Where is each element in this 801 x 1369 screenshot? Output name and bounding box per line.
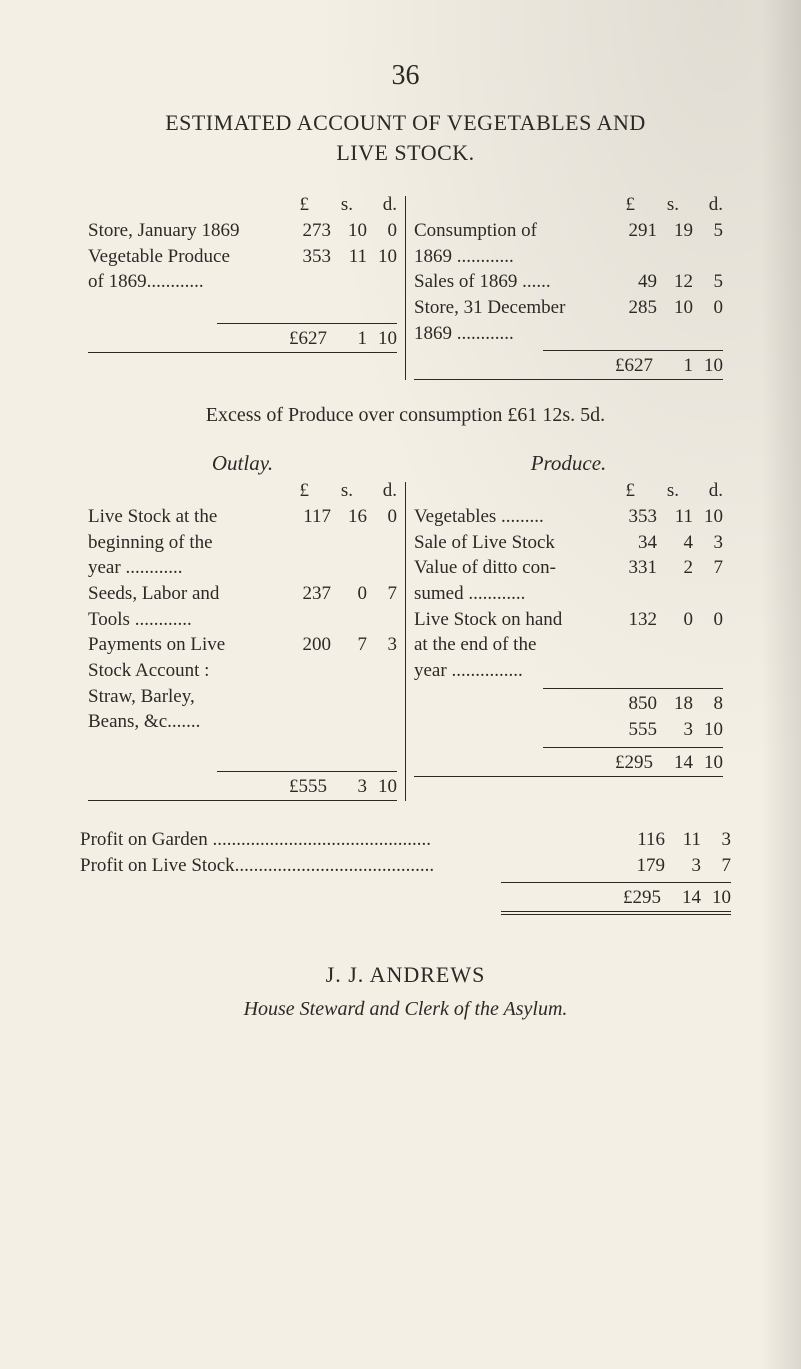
ledger2-headings: Outlay. Produce. <box>80 451 731 476</box>
ledger2-left-total: £555 3 10 <box>88 774 397 801</box>
ledger-outlay-produce: £ s. d. Live Stock at the beginning of t… <box>80 480 731 801</box>
heading-line-1: ESTIMATED ACCOUNT OF VEGETABLES AND <box>80 110 731 136</box>
ledger-estimated-account: £ s. d. Store, January 1869 273 10 0 Veg… <box>80 194 731 380</box>
money-header: £ s. d. <box>88 480 397 502</box>
produce-heading: Produce. <box>406 451 731 476</box>
money-header: £ s. d. <box>414 194 723 216</box>
ledger1-right-total: £627 1 10 <box>414 353 723 380</box>
table-row: Sales of 1869 ...... 49 12 5 <box>414 269 723 295</box>
ledger2-right-total: £295 14 10 <box>414 750 723 777</box>
table-row: Store, January 1869 273 10 0 <box>88 218 397 244</box>
outlay-heading: Outlay. <box>80 451 405 476</box>
table-row: Live Stock on hand at the end of the yea… <box>414 607 723 684</box>
signature: J. J. ANDREWS <box>80 962 731 988</box>
money-header: £ s. d. <box>88 194 397 216</box>
excess-line: Excess of Produce over consumption £61 1… <box>80 404 731 427</box>
table-row: Sale of Live Stock 34 4 3 <box>414 530 723 556</box>
table-row: Live Stock at the beginning of the year … <box>88 504 397 581</box>
table-row: Profit on Live Stock....................… <box>80 853 731 879</box>
ledger2-left-col: £ s. d. Live Stock at the beginning of t… <box>80 480 405 801</box>
ledger2-right-subtotal-2: 555 3 10 <box>414 717 723 743</box>
table-row: Value of ditto con- sumed ............ 3… <box>414 555 723 606</box>
ledger2-right-subtotal-1: 850 18 8 <box>414 691 723 717</box>
ledger2-right-col: £ s. d. Vegetables ......... 353 11 10 S… <box>406 480 731 801</box>
table-row: Store, 31 December 1869 ............ 285… <box>414 295 723 346</box>
profit-grand-total: £295 14 10 <box>501 885 731 912</box>
scanned-page: 36 ESTIMATED ACCOUNT OF VEGETABLES AND L… <box>0 0 801 1369</box>
table-row: Consumption of 1869 ............ 291 19 … <box>414 218 723 269</box>
table-row: Payments on Live Stock Account : Straw, … <box>88 632 397 735</box>
signature-subtitle: House Steward and Clerk of the Asylum. <box>80 998 731 1021</box>
table-row: Vegetable Produce of 1869............ 35… <box>88 244 397 295</box>
heading-line-2: LIVE STOCK. <box>80 140 731 166</box>
profit-section: Profit on Garden .......................… <box>80 827 731 912</box>
table-row: Vegetables ......... 353 11 10 <box>414 504 723 530</box>
ledger1-right-col: £ s. d. Consumption of 1869 ............… <box>406 194 731 380</box>
ledger1-left-col: £ s. d. Store, January 1869 273 10 0 Veg… <box>80 194 405 380</box>
table-row: Profit on Garden .......................… <box>80 827 731 853</box>
table-row: Seeds, Labor and Tools ............ 237 … <box>88 581 397 632</box>
money-header: £ s. d. <box>414 480 723 502</box>
page-number: 36 <box>80 60 731 92</box>
page-edge-shadow <box>761 0 801 1369</box>
ledger1-left-total: £627 1 10 <box>88 326 397 353</box>
